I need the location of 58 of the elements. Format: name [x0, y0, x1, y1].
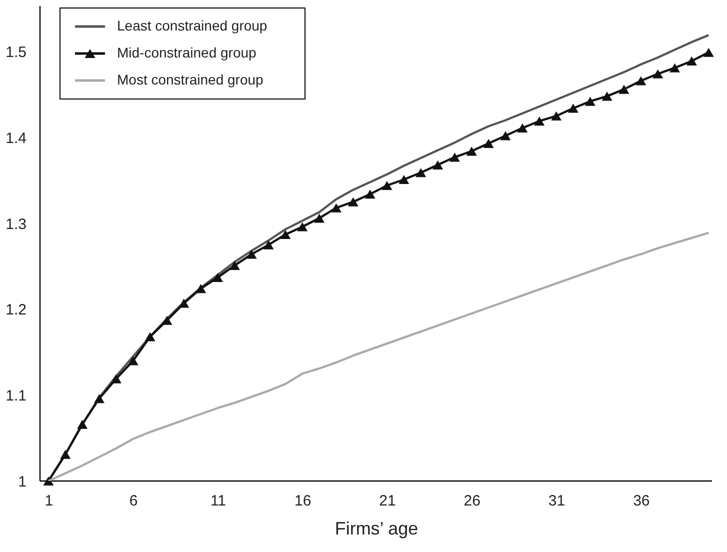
point [297, 222, 308, 232]
legend-label: Mid-constrained group [117, 44, 257, 60]
point [94, 394, 104, 404]
point [500, 131, 511, 140]
point [534, 116, 545, 126]
point [517, 123, 528, 133]
x-tick-label: 11 [210, 492, 226, 510]
x-tick-label: 6 [129, 492, 138, 510]
point [162, 316, 172, 325]
point [636, 76, 646, 86]
point [246, 250, 257, 259]
point [449, 152, 460, 162]
x-tick-label: 36 [633, 492, 650, 510]
point [280, 230, 291, 240]
point [43, 476, 54, 486]
point [432, 160, 444, 170]
point [602, 92, 612, 101]
point [263, 240, 274, 250]
x-tick-label: 16 [294, 492, 312, 510]
y-tick-label: 1.1 [6, 388, 26, 405]
y-tick-label: 1.2 [6, 302, 26, 319]
point [652, 69, 664, 78]
point [382, 180, 392, 190]
x-tick-label: 21 [379, 492, 396, 510]
y-tick-label: 1.3 [6, 216, 26, 233]
point [110, 374, 122, 384]
x-tick-label: 1 [44, 492, 54, 510]
point [364, 190, 376, 199]
y-tick-label: 1 [18, 474, 26, 490]
point [178, 298, 190, 308]
point [314, 214, 325, 223]
point [686, 56, 697, 66]
point [60, 450, 71, 459]
point [416, 168, 426, 178]
point [77, 420, 88, 429]
y-tick-label: 1.5 [6, 44, 26, 62]
point [670, 63, 680, 72]
point [128, 356, 138, 366]
point [703, 48, 714, 57]
point [144, 332, 156, 342]
point [212, 272, 223, 282]
point [196, 284, 206, 294]
legend-label: Most constrained group [117, 72, 264, 88]
y-tick-label: 1.4 [6, 130, 26, 147]
x-tick-label: 26 [464, 492, 480, 510]
point [568, 104, 578, 113]
point [398, 174, 410, 184]
point [229, 260, 240, 270]
legend-label: Least constrained group [117, 18, 268, 34]
point [466, 146, 477, 156]
x-axis-title: Firms’ age [334, 518, 418, 538]
x-tick-label: 31 [548, 492, 566, 510]
point [551, 111, 562, 120]
point [618, 84, 630, 94]
point [584, 96, 596, 106]
point [330, 203, 342, 212]
point [348, 197, 358, 206]
point [483, 138, 494, 148]
